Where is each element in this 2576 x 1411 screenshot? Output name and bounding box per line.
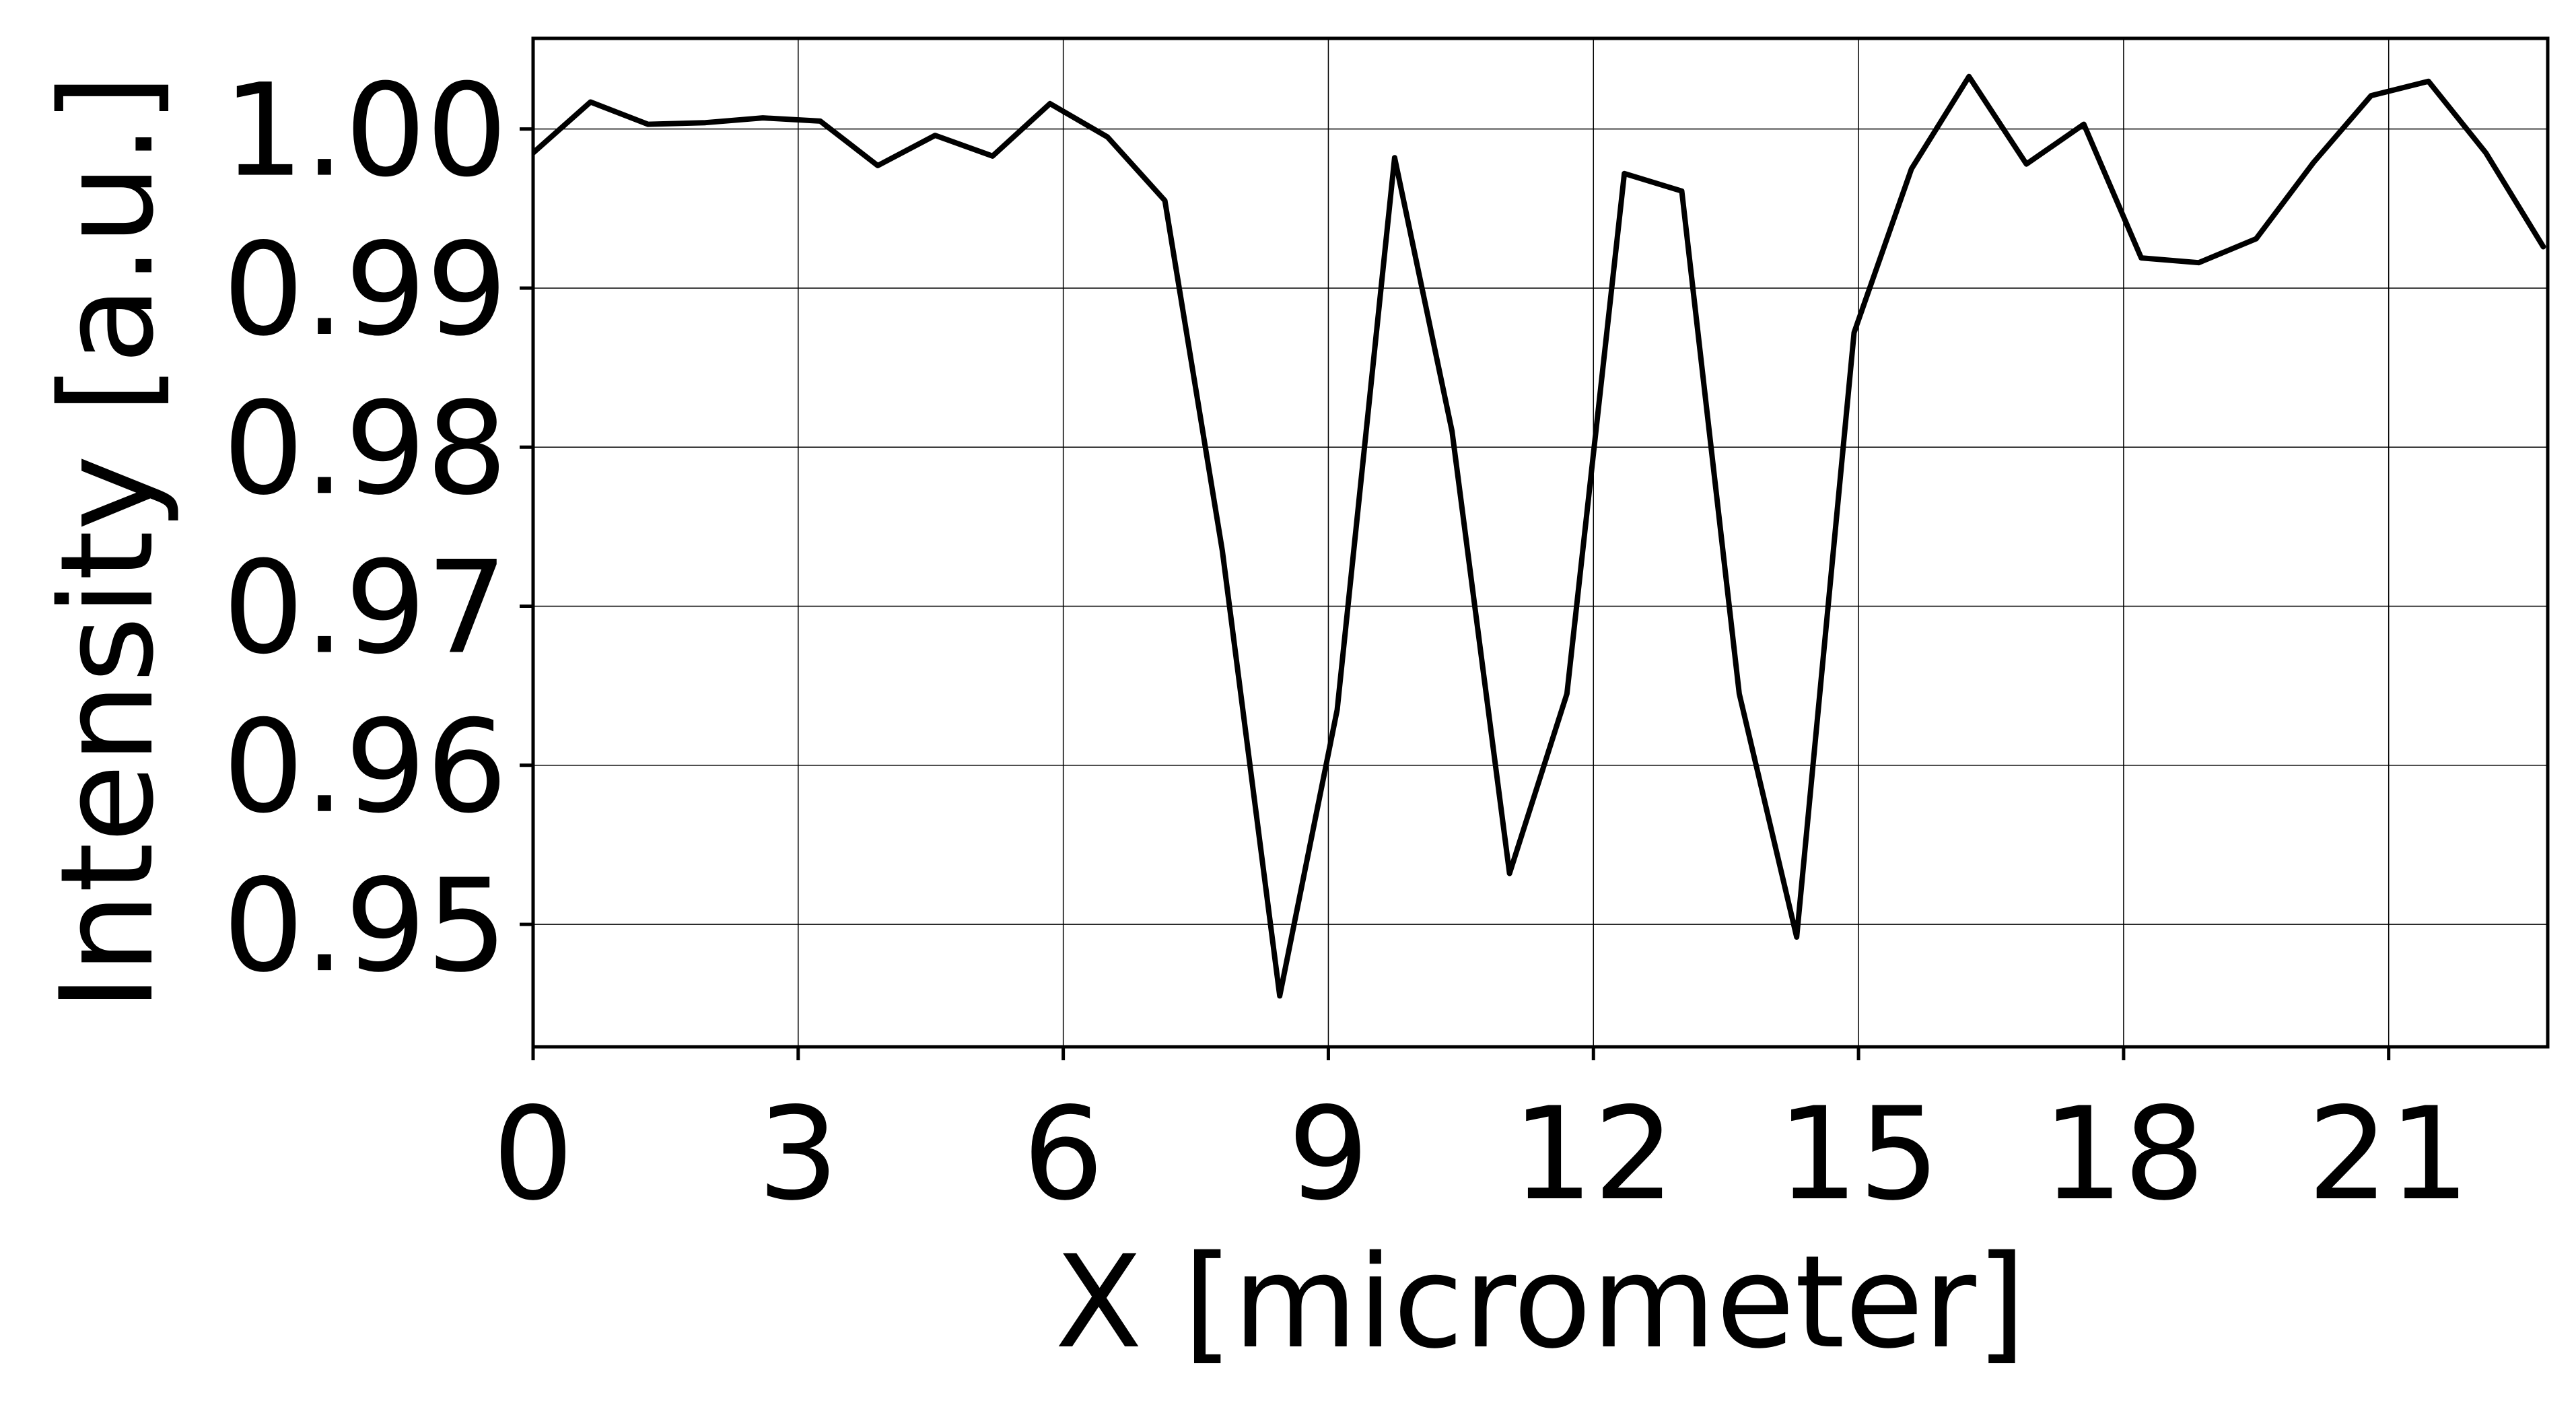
x-tick-label: 6 [1022, 1080, 1104, 1229]
x-tick-label: 0 [493, 1080, 574, 1229]
series-line [533, 73, 2546, 999]
y-tick-label: 0.97 [223, 534, 508, 683]
y-tick-label: 1.00 [223, 57, 508, 205]
y-tick-label: 0.95 [223, 852, 508, 1000]
x-tick-label: 21 [2307, 1080, 2470, 1229]
y-tick-labels: 0.950.960.970.980.991.00 [223, 57, 508, 1000]
x-tick-label: 9 [1288, 1080, 1369, 1229]
series-layer [533, 73, 2546, 999]
x-tick-labels: 0 3 6 9 12 15 18 21 [493, 1080, 2470, 1229]
y-tick-label: 0.96 [223, 693, 508, 841]
grid [532, 38, 2548, 1047]
x-axis-label: X [micrometer] [1055, 1228, 2026, 1377]
x-tick-label: 12 [1512, 1080, 1675, 1229]
x-tick-label: 15 [1777, 1080, 1940, 1229]
y-tick-label: 0.98 [223, 374, 508, 523]
plot-area-frame [531, 36, 2550, 1049]
x-tick-label: 3 [757, 1080, 839, 1229]
y-tick-label: 0.99 [223, 215, 508, 364]
tick-marks [520, 127, 2391, 1060]
x-tick-label: 18 [2042, 1080, 2205, 1229]
y-axis-label: Intensity [a.u.] [33, 73, 182, 1011]
